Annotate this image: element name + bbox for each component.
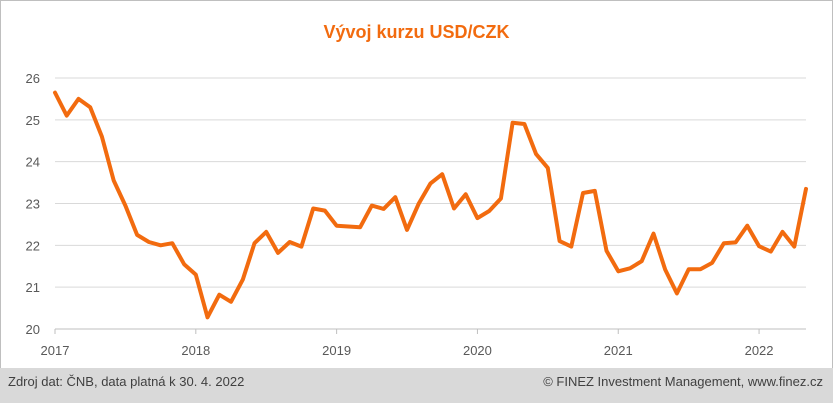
y-tick-label: 20 bbox=[26, 322, 40, 337]
data-source-note: Zdroj dat: ČNB, data platná k 30. 4. 202… bbox=[8, 374, 245, 389]
x-tick-label: 2021 bbox=[604, 343, 633, 358]
x-tick-label: 2019 bbox=[322, 343, 351, 358]
x-tick-label: 2018 bbox=[181, 343, 210, 358]
series-line bbox=[53, 90, 808, 320]
copyright-note: © FINEZ Investment Management, www.finez… bbox=[543, 374, 823, 389]
x-axis-tick-labels: 2017 2018 2019 2020 2021 2022 bbox=[41, 343, 774, 358]
footer-bar: Zdroj dat: ČNB, data platná k 30. 4. 202… bbox=[0, 368, 833, 403]
grid-lines bbox=[55, 77, 806, 288]
x-axis bbox=[54, 328, 806, 334]
series-layer bbox=[53, 90, 808, 320]
y-tick-label: 26 bbox=[26, 71, 40, 86]
x-tick-label: 2017 bbox=[41, 343, 70, 358]
y-tick-label: 25 bbox=[26, 113, 40, 128]
y-tick-label: 23 bbox=[26, 197, 40, 212]
y-axis-tick-labels: 20 21 22 23 24 25 26 bbox=[26, 71, 40, 337]
x-tick-label: 2020 bbox=[463, 343, 492, 358]
y-tick-label: 22 bbox=[26, 238, 40, 253]
chart-title: Vývoj kurzu USD/CZK bbox=[323, 22, 510, 42]
y-tick-label: 21 bbox=[26, 280, 40, 295]
x-tick-label: 2022 bbox=[745, 343, 774, 358]
y-tick-label: 24 bbox=[26, 155, 40, 170]
